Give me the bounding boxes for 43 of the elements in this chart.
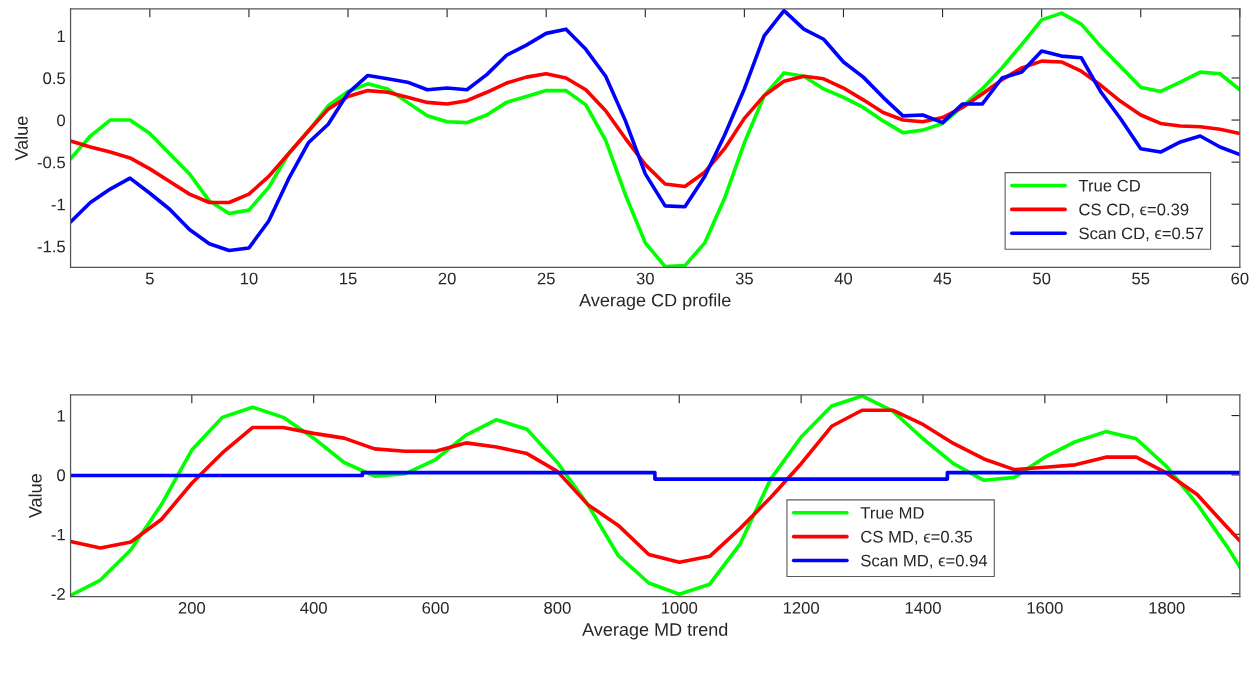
- y-tick-label: -1: [51, 528, 65, 541]
- x-tick-label: 50: [1033, 272, 1051, 285]
- x-tick-label: 1600: [1027, 601, 1063, 614]
- y-axis-title: Value: [14, 116, 28, 161]
- y-tick-label: -0.5: [37, 156, 65, 169]
- x-tick-label: 25: [537, 272, 555, 285]
- legend-label: True MD: [860, 507, 924, 519]
- y-tick-label: 0.5: [43, 72, 65, 85]
- y-axis-title: Value: [28, 474, 42, 519]
- x-tick-label: 45: [933, 272, 952, 285]
- x-axis-title: Average MD trend: [582, 622, 728, 640]
- x-tick-label: 1800: [1149, 601, 1185, 614]
- y-tick-label: 0: [57, 469, 66, 482]
- x-tick-label: 10: [240, 272, 258, 285]
- x-tick-label: 1400: [905, 601, 941, 614]
- y-tick-label: -1.5: [37, 240, 65, 253]
- legend-label: True CD: [1078, 179, 1141, 192]
- line-series: [70, 59, 1240, 205]
- y-tick-label: -1: [51, 198, 65, 211]
- x-tick-label: 55: [1132, 272, 1150, 285]
- y-tick-label: 1: [57, 410, 65, 422]
- x-tick-label: 30: [636, 272, 654, 285]
- y-tick-label: -2: [51, 588, 65, 600]
- x-tick-label: 800: [544, 601, 571, 614]
- x-tick-label: 20: [438, 272, 456, 285]
- legend-label: CS CD, ϵ=0.39: [1079, 203, 1189, 218]
- x-tick-label: 200: [178, 601, 206, 614]
- x-tick-label: 1000: [662, 601, 698, 614]
- x-tick-label: 400: [300, 601, 327, 614]
- x-axis-title: Average CD profile: [579, 293, 731, 311]
- x-tick-label: 1200: [783, 601, 820, 614]
- x-tick-label: 15: [340, 272, 357, 285]
- y-tick-label: 1: [57, 30, 65, 42]
- x-tick-label: 60: [1231, 272, 1249, 285]
- x-tick-label: 35: [735, 272, 753, 285]
- x-tick-label: 5: [145, 272, 154, 285]
- line-series: [70, 394, 1240, 597]
- legend-label: Scan CD, ϵ=0.57: [1079, 227, 1204, 242]
- legend-label: CS MD, ϵ=0.35: [861, 530, 973, 545]
- y-tick-label: 0: [57, 114, 66, 127]
- legend-label: Scan MD, ϵ=0.94: [861, 554, 988, 569]
- x-tick-label: 600: [422, 601, 449, 614]
- x-tick-label: 40: [834, 272, 853, 285]
